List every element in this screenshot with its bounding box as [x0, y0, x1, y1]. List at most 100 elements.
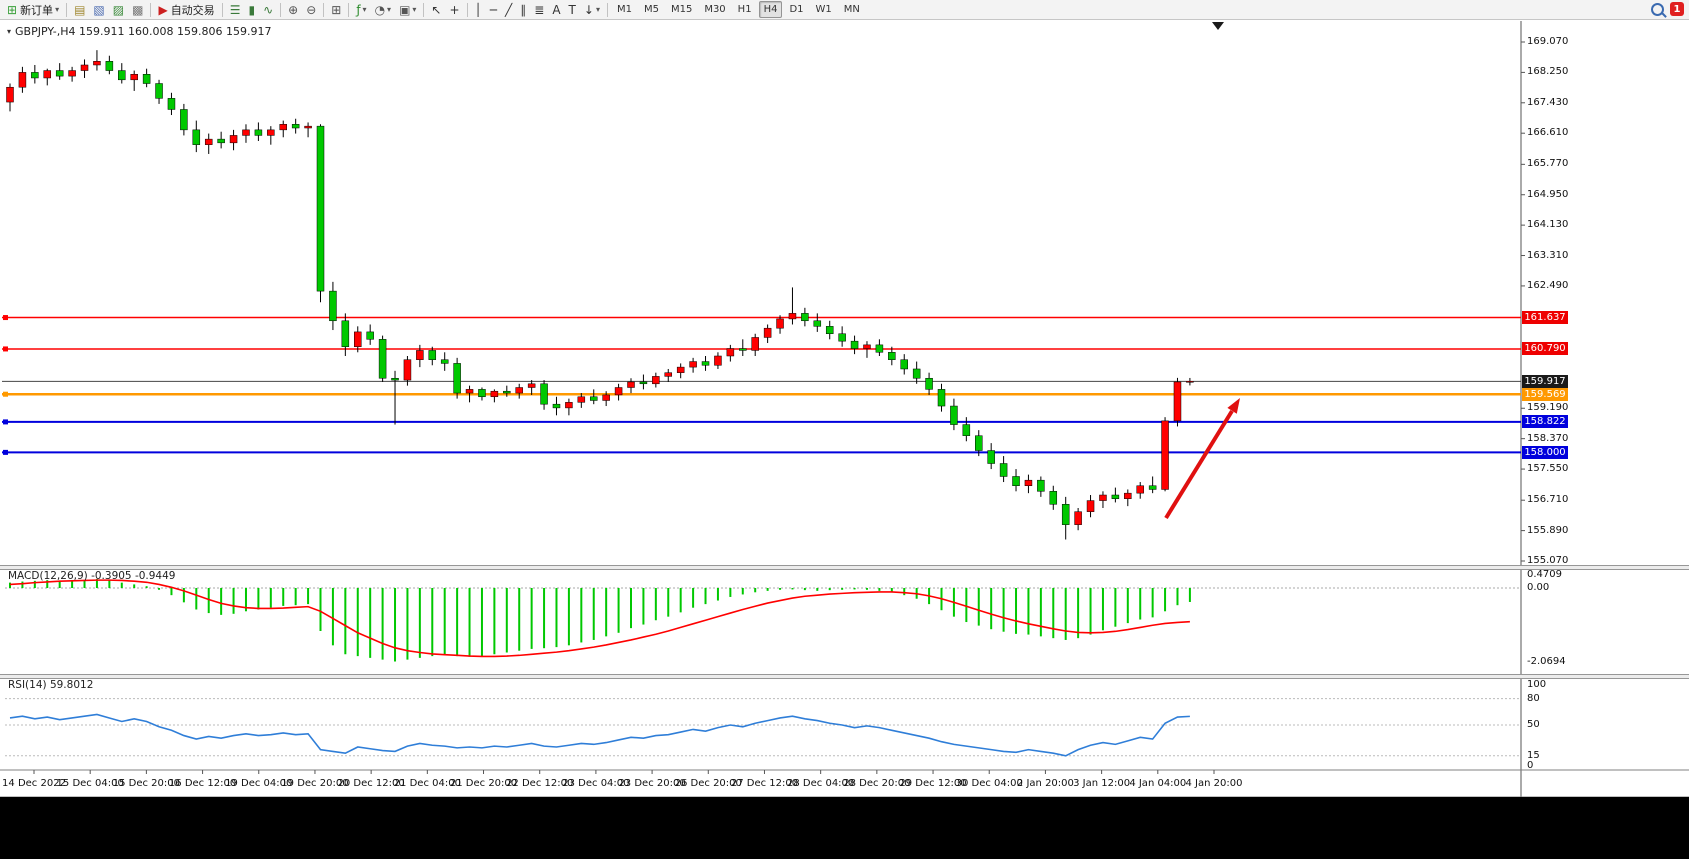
- hline-handle[interactable]: [3, 449, 8, 455]
- hline-handle[interactable]: [3, 419, 8, 425]
- text-label-icon[interactable]: T: [566, 1, 579, 18]
- search-icon[interactable]: [1651, 2, 1664, 16]
- price-tag-158.000: 158.000: [1522, 445, 1568, 459]
- tile-windows-icon[interactable]: ⊞: [328, 1, 344, 18]
- timeframe-m15[interactable]: M15: [670, 4, 693, 15]
- price-axis-label: 169.070: [1527, 36, 1569, 47]
- dropdown-arrow-icon: ▾: [595, 5, 600, 14]
- timeframe-h4[interactable]: H4: [758, 1, 783, 18]
- vertical-line-icon[interactable]: │: [472, 1, 485, 18]
- macd-histogram: [9, 579, 1191, 662]
- time-axis-label: 30 Dec 04:00: [955, 778, 1023, 789]
- time-axis-label: 23 Dec 04:00: [562, 778, 630, 789]
- trendline-icon: ╱: [505, 2, 513, 17]
- macd-panel-separator[interactable]: [0, 565, 1689, 570]
- macd-axis-label: 0.00: [1527, 582, 1550, 593]
- cursor-icon: ↖: [431, 2, 442, 17]
- zoom-out-icon[interactable]: ⊖: [303, 1, 319, 18]
- chart-ohlc-header: ▾ GBPJPY-,H4 159.911 160.008 159.806 159…: [7, 25, 271, 38]
- dropdown-arrow-icon: ▾: [55, 5, 60, 14]
- time-axis-label: 21 Dec 04:00: [393, 778, 461, 789]
- rsi-axis-label: 0: [1527, 760, 1534, 771]
- bar-chart-icon[interactable]: ☰: [227, 1, 244, 18]
- time-axis-label: 29 Dec 12:00: [899, 778, 967, 789]
- zoom-in-icon[interactable]: ⊕: [285, 1, 301, 18]
- new-order-icon: ⊞: [7, 2, 18, 17]
- time-axis-label: 27 Dec 12:00: [730, 778, 799, 789]
- toolbar-separator: [280, 2, 282, 17]
- new-order-button[interactable]: ⊞ 新订单 ▾: [4, 1, 62, 18]
- auto-trading-button[interactable]: ▶ 自动交易: [155, 1, 217, 18]
- timeframe-m1[interactable]: M1: [616, 4, 632, 15]
- toolbar-separator: [466, 2, 468, 17]
- time-axis-label: 20 Dec 12:00: [337, 778, 405, 789]
- hline-handle[interactable]: [3, 391, 8, 397]
- macd-indicator-label: MACD(12,26,9) -0.3905 -0.9449: [8, 570, 176, 582]
- rsi-panel-separator[interactable]: [0, 674, 1689, 679]
- timeframe-m5[interactable]: M5: [643, 4, 659, 15]
- candlestick-chart-icon[interactable]: ▮: [245, 1, 258, 18]
- auto-trading-icon: ▶: [158, 2, 168, 17]
- price-axis-label: 162.490: [1527, 279, 1569, 291]
- indicators-icon: ƒ: [356, 2, 361, 17]
- candlestick-chart-icon: ▮: [248, 2, 256, 17]
- market-watch-icon[interactable]: ▨: [110, 1, 127, 18]
- timeframe-d1[interactable]: D1: [789, 4, 804, 15]
- timeframe-h1[interactable]: H1: [737, 4, 752, 15]
- time-axis-label: 15 Dec 20:00: [112, 778, 181, 789]
- time-axis-label: 2 Jan 20:00: [1016, 778, 1074, 789]
- profiles-icon: ▧: [93, 2, 105, 17]
- trendline-icon[interactable]: ╱: [502, 1, 515, 18]
- hline-handle[interactable]: [3, 315, 8, 321]
- periods-clock-icon[interactable]: ◔ ▾: [372, 1, 395, 18]
- price-tag-159.569: 159.569: [1522, 387, 1568, 401]
- time-axis-label: 14 Dec 2022: [2, 778, 66, 789]
- horizontal-line-icon[interactable]: ─: [487, 1, 500, 18]
- crosshair-icon[interactable]: +: [446, 1, 462, 18]
- price-tag-161.637: 161.637: [1522, 311, 1568, 325]
- toolbar-separator: [66, 2, 68, 17]
- navigator-icon: ▩: [132, 2, 144, 17]
- time-axis-label: 28 Dec 20:00: [843, 778, 911, 789]
- trend-arrow[interactable]: [1164, 398, 1240, 520]
- toolbar-separator: [423, 2, 425, 17]
- timeframe-w1[interactable]: W1: [815, 4, 832, 15]
- rsi-axis-label: 50: [1527, 719, 1540, 730]
- time-axis-label: 19 Dec 20:00: [281, 778, 349, 789]
- price-tag-159.917: 159.917: [1522, 374, 1568, 388]
- price-axis-label: 164.130: [1527, 219, 1569, 231]
- profiles-icon[interactable]: ▧: [90, 1, 107, 18]
- price-axis-label: 155.070: [1527, 555, 1569, 566]
- line-chart-icon[interactable]: ∿: [260, 1, 276, 18]
- line-chart-icon: ∿: [263, 2, 274, 17]
- arrows-objects-icon[interactable]: ↓ ▾: [581, 1, 603, 18]
- hline-handle[interactable]: [3, 346, 8, 352]
- symbol-dropdown-icon[interactable]: ▾: [7, 27, 12, 36]
- time-axis-label: 16 Dec 12:00: [168, 778, 237, 789]
- zoom-out-icon: ⊖: [306, 2, 317, 17]
- toolbar-separator: [606, 2, 608, 17]
- timeframe-mn[interactable]: MN: [843, 4, 860, 15]
- navigator-icon[interactable]: ▩: [129, 1, 146, 18]
- charts-bar-icon: ▤: [74, 2, 86, 17]
- chart-shift-icon[interactable]: [1212, 22, 1224, 30]
- timeframe-m30[interactable]: M30: [704, 4, 726, 15]
- channel-icon[interactable]: ∥: [517, 1, 529, 18]
- indicators-icon[interactable]: ƒ ▾: [353, 1, 369, 18]
- fibonacci-icon[interactable]: ≣: [531, 1, 547, 18]
- candles-group: [6, 50, 1194, 540]
- price-axis-label: 167.430: [1527, 96, 1569, 108]
- text-icon[interactable]: A: [549, 1, 563, 18]
- cursor-icon[interactable]: ↖: [428, 1, 444, 18]
- templates-icon[interactable]: ▣ ▾: [396, 1, 419, 18]
- charts-bar-icon[interactable]: ▤: [71, 1, 88, 18]
- rsi-indicator-label: RSI(14) 59.8012: [8, 679, 94, 691]
- channel-icon: ∥: [520, 2, 527, 17]
- tile-windows-icon: ⊞: [331, 2, 342, 17]
- toolbar-separator: [221, 2, 223, 17]
- zoom-in-icon: ⊕: [288, 2, 299, 17]
- templates-icon: ▣: [399, 2, 411, 17]
- notification-badge[interactable]: 1: [1670, 2, 1684, 16]
